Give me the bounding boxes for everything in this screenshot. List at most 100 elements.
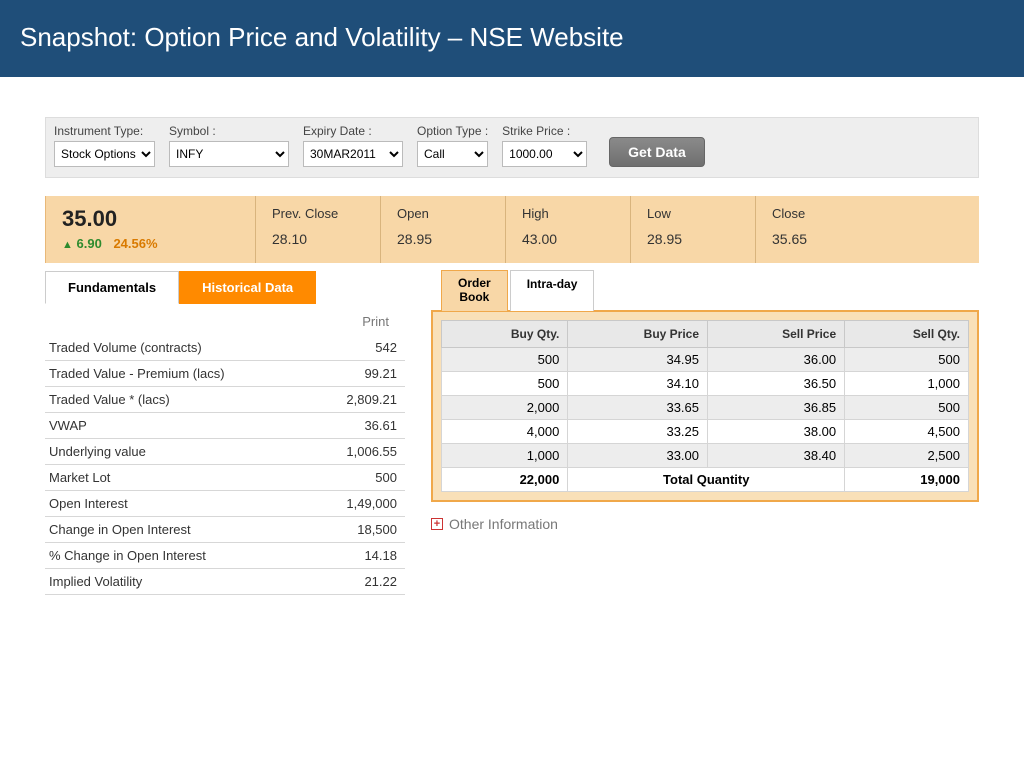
- filter-symbol: Symbol : INFY: [169, 124, 289, 167]
- fund-key: Traded Volume (contracts): [45, 335, 315, 361]
- price-change-pct: 24.56%: [113, 236, 157, 251]
- fund-key: Implied Volatility: [45, 569, 315, 595]
- quote-bar: 35.00 ▲ 6.90 24.56% Prev. Close 28.10 Op…: [45, 196, 979, 263]
- ob-cell: 2,500: [845, 443, 969, 467]
- fund-val: 500: [315, 465, 405, 491]
- strike-select[interactable]: 1000.00: [502, 141, 587, 167]
- fundamentals-column: Fundamentals Historical Data Print Trade…: [45, 271, 405, 595]
- fund-val: 1,006.55: [315, 439, 405, 465]
- ob-cell: 1,000: [845, 371, 969, 395]
- fund-key: Traded Value * (lacs): [45, 387, 315, 413]
- ob-cell: 34.10: [568, 371, 708, 395]
- up-arrow-icon: ▲: [62, 239, 73, 251]
- symbol-select[interactable]: INFY: [169, 141, 289, 167]
- ob-total-row: 22,000Total Quantity19,000: [442, 467, 969, 491]
- orderbook-tabs: Order Book Intra-day: [441, 270, 979, 311]
- stat-label: High: [522, 206, 614, 221]
- fund-val: 14.18: [315, 543, 405, 569]
- ob-cell: 500: [845, 395, 969, 419]
- table-row: Implied Volatility21.22: [45, 569, 405, 595]
- ob-cell: 500: [442, 371, 568, 395]
- filter-label: Strike Price :: [502, 124, 587, 138]
- fund-key: Change in Open Interest: [45, 517, 315, 543]
- fundamentals-table: Traded Volume (contracts)542Traded Value…: [45, 335, 405, 595]
- print-link-row: Print: [45, 304, 405, 335]
- other-information-label: Other Information: [449, 516, 558, 532]
- quote-main: 35.00 ▲ 6.90 24.56%: [46, 196, 256, 263]
- tab-order-book[interactable]: Order Book: [441, 270, 508, 311]
- stat-value: 28.95: [397, 231, 489, 247]
- expiry-select[interactable]: 30MAR2011: [303, 141, 403, 167]
- orderbook-panel: Buy Qty.Buy PriceSell PriceSell Qty. 500…: [431, 310, 979, 502]
- ob-total-label: Total Quantity: [568, 467, 845, 491]
- table-row: Traded Value - Premium (lacs)99.21: [45, 361, 405, 387]
- stat-value: 28.10: [272, 231, 364, 247]
- table-row: 50034.9536.00500: [442, 347, 969, 371]
- fund-val: 21.22: [315, 569, 405, 595]
- stat-label: Close: [772, 206, 875, 221]
- stat-value: 35.65: [772, 231, 875, 247]
- ob-total-sell: 19,000: [845, 467, 969, 491]
- table-row: Change in Open Interest18,500: [45, 517, 405, 543]
- fund-val: 2,809.21: [315, 387, 405, 413]
- price-change: 6.90: [77, 236, 102, 251]
- orderbook-column: Order Book Intra-day Buy Qty.Buy PriceSe…: [431, 271, 979, 532]
- lower-area: Fundamentals Historical Data Print Trade…: [45, 271, 979, 595]
- tab-intraday[interactable]: Intra-day: [510, 270, 595, 311]
- slide-title: Snapshot: Option Price and Volatility – …: [0, 0, 1024, 77]
- table-row: 4,00033.2538.004,500: [442, 419, 969, 443]
- quote-stat-prev-close: Prev. Close 28.10: [256, 196, 381, 263]
- detail-tabs: Fundamentals Historical Data: [45, 271, 405, 304]
- filter-option-type: Option Type : Call: [417, 124, 488, 167]
- content-area: Instrument Type: Stock Options Symbol : …: [0, 77, 1024, 595]
- instrument-type-select[interactable]: Stock Options: [54, 141, 155, 167]
- table-row: 2,00033.6536.85500: [442, 395, 969, 419]
- ob-header: Buy Price: [568, 320, 708, 347]
- ob-header: Buy Qty.: [442, 320, 568, 347]
- print-link[interactable]: Print: [362, 314, 389, 329]
- tab-fundamentals[interactable]: Fundamentals: [45, 271, 179, 304]
- ob-header: Sell Price: [708, 320, 845, 347]
- filter-label: Option Type :: [417, 124, 488, 138]
- change-row: ▲ 6.90 24.56%: [62, 236, 239, 251]
- tab-historical-data[interactable]: Historical Data: [179, 271, 316, 304]
- other-information-toggle[interactable]: + Other Information: [431, 516, 979, 532]
- option-type-select[interactable]: Call: [417, 141, 488, 167]
- get-data-button[interactable]: Get Data: [609, 137, 705, 167]
- last-price: 35.00: [62, 206, 239, 232]
- fund-val: 18,500: [315, 517, 405, 543]
- ob-header: Sell Qty.: [845, 320, 969, 347]
- ob-cell: 33.00: [568, 443, 708, 467]
- fund-key: VWAP: [45, 413, 315, 439]
- ob-cell: 36.00: [708, 347, 845, 371]
- fund-key: Market Lot: [45, 465, 315, 491]
- table-row: Open Interest1,49,000: [45, 491, 405, 517]
- filter-strike: Strike Price : 1000.00: [502, 124, 587, 167]
- table-row: Market Lot500: [45, 465, 405, 491]
- ob-cell: 34.95: [568, 347, 708, 371]
- stat-label: Prev. Close: [272, 206, 364, 221]
- table-row: Underlying value1,006.55: [45, 439, 405, 465]
- fund-val: 542: [315, 335, 405, 361]
- stat-value: 28.95: [647, 231, 739, 247]
- stat-label: Low: [647, 206, 739, 221]
- fund-val: 99.21: [315, 361, 405, 387]
- filter-expiry: Expiry Date : 30MAR2011: [303, 124, 403, 167]
- ob-cell: 33.25: [568, 419, 708, 443]
- ob-cell: 500: [845, 347, 969, 371]
- fund-key: Traded Value - Premium (lacs): [45, 361, 315, 387]
- table-row: Traded Value * (lacs)2,809.21: [45, 387, 405, 413]
- ob-cell: 1,000: [442, 443, 568, 467]
- ob-cell: 2,000: [442, 395, 568, 419]
- quote-stat-open: Open 28.95: [381, 196, 506, 263]
- table-row: 1,00033.0038.402,500: [442, 443, 969, 467]
- fund-val: 1,49,000: [315, 491, 405, 517]
- stat-value: 43.00: [522, 231, 614, 247]
- filter-bar: Instrument Type: Stock Options Symbol : …: [45, 117, 979, 178]
- ob-cell: 36.50: [708, 371, 845, 395]
- quote-stat-high: High 43.00: [506, 196, 631, 263]
- fund-key: Underlying value: [45, 439, 315, 465]
- ob-total-buy: 22,000: [442, 467, 568, 491]
- quote-stat-close: Close 35.65: [756, 196, 891, 263]
- fund-val: 36.61: [315, 413, 405, 439]
